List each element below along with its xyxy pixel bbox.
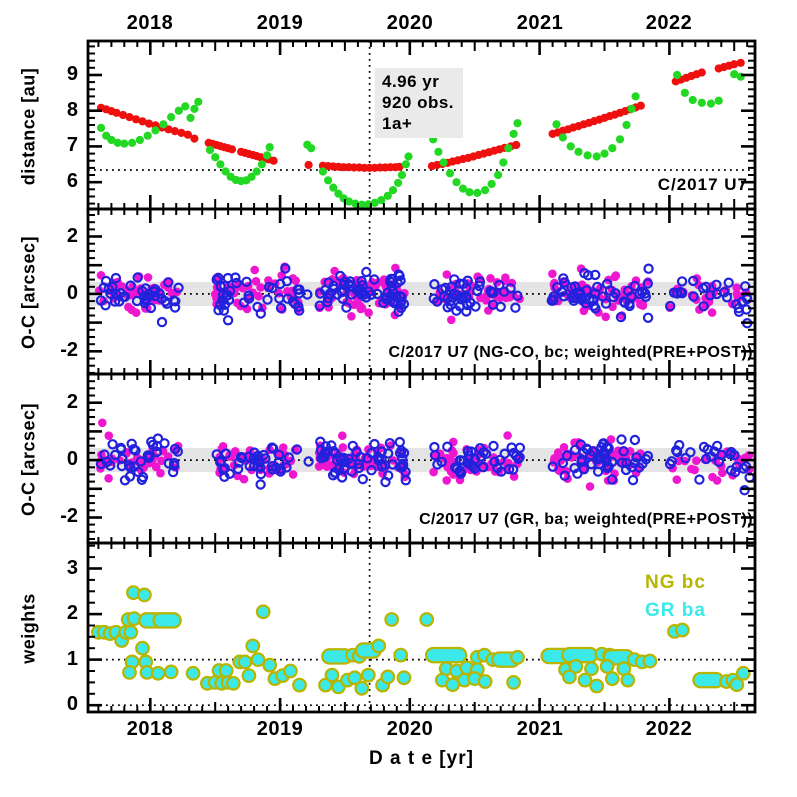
y-tick-label-oc-ng-2: 2 <box>66 225 78 247</box>
y-tick-label-distance-7: 7 <box>66 134 78 156</box>
oc-ng-open-residuals <box>95 263 753 329</box>
y-tick-label-oc-gr-0: 0 <box>66 448 78 470</box>
y-axis-title-distance: distance [au] <box>18 67 39 186</box>
y-tick-label-weights-0: 0 <box>66 693 78 715</box>
annotation-obs-count: 920 obs. <box>382 93 455 112</box>
x-tick-label-bottom-2022: 2022 <box>645 718 693 740</box>
weights-weights-points <box>90 585 751 696</box>
x-tick-label-top-2019: 2019 <box>256 12 304 34</box>
y-tick-label-distance-8: 8 <box>66 99 78 121</box>
x-tick-label-top-2020: 2020 <box>386 12 434 34</box>
x-tick-label-bottom-2018: 2018 <box>126 718 174 740</box>
x-tick-label-bottom-2020: 2020 <box>386 718 434 740</box>
y-axis-title-weights: weights <box>18 593 39 664</box>
x-tick-label-top-2018: 2018 <box>126 12 174 34</box>
y-tick-label-distance-6: 6 <box>66 170 78 192</box>
annotation-box: 4.96 yr 920 obs. 1a+ <box>375 68 464 138</box>
y-axis-title-oc-gr: O-C [arcsec] <box>18 402 39 517</box>
y-tick-label-distance-9: 9 <box>66 63 78 85</box>
y-axis-title-oc-ng: O-C [arcsec] <box>18 235 39 350</box>
legend-gr-ba: GR ba <box>645 600 706 621</box>
y-tick-label-weights-2: 2 <box>66 602 78 624</box>
legend-ng-bc: NG bc <box>645 572 706 593</box>
x-tick-label-top-2021: 2021 <box>516 12 564 34</box>
y-tick-label-weights-3: 3 <box>66 557 78 579</box>
panel-label-oc-ng: C/2017 U7 (NG-CO, bc; weighted(PRE+POST)… <box>388 344 753 361</box>
zero-band <box>88 281 755 306</box>
oc-gr-open-residuals <box>95 433 755 496</box>
y-tick-label-weights-1: 1 <box>66 648 78 670</box>
y-tick-label-oc-gr--2: -2 <box>60 505 78 527</box>
annotation-orbit-class: 1a+ <box>382 114 413 133</box>
y-tick-label-oc-gr-2: 2 <box>66 391 78 413</box>
x-axis-title: D a t e [yr] <box>369 748 474 769</box>
y-tick-label-oc-ng-0: 0 <box>66 282 78 304</box>
x-tick-label-bottom-2021: 2021 <box>516 718 564 740</box>
weights-frame-and-ticks <box>86 541 757 714</box>
panel-label-oc-gr: C/2017 U7 (GR, ba; weighted(PRE+POST)) <box>419 511 753 528</box>
x-tick-label-bottom-2019: 2019 <box>256 718 304 740</box>
y-tick-label-oc-ng--2: -2 <box>60 339 78 361</box>
x-tick-label-top-2022: 2022 <box>645 12 693 34</box>
zero-band <box>88 448 755 473</box>
panel-label-object: C/2017 U7 <box>657 175 748 194</box>
annotation-period: 4.96 yr <box>382 72 440 91</box>
